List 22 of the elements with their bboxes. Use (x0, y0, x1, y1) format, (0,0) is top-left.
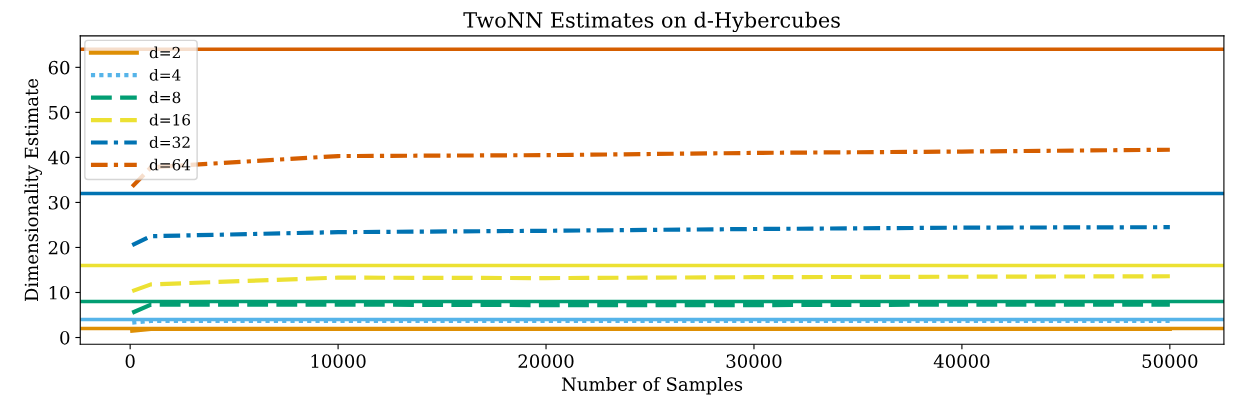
legend-label: d=64 (149, 158, 191, 171)
legend-label: d=2 (149, 46, 180, 59)
legend-label: d=16 (149, 113, 191, 126)
x-tick-label: 20000 (518, 354, 574, 368)
legend-label: d=32 (149, 136, 190, 149)
x-tick-label: 40000 (933, 354, 990, 368)
chart-title: TwoNN Estimates on d-Hybercubes (463, 11, 840, 33)
y-tick-label: 20 (48, 240, 70, 255)
x-tick-label: 50000 (1142, 354, 1198, 368)
y-tick-label: 40 (48, 150, 70, 165)
x-axis-title: Number of Samples (561, 377, 743, 395)
y-tick-label: 50 (49, 105, 70, 120)
y-tick-label: 0 (60, 330, 70, 345)
y-tick-label: 60 (48, 60, 70, 75)
y-tick-label: 30 (48, 195, 70, 210)
x-tick-label: 10000 (311, 354, 366, 368)
legend-label: d=4 (149, 68, 181, 81)
x-tick-label: 0 (125, 354, 135, 368)
y-axis-title: Dimensionality Estimate (24, 78, 42, 302)
y-tick-label: 10 (49, 285, 70, 300)
x-tick-label: 30000 (726, 354, 782, 368)
legend-label: d=8 (149, 91, 181, 104)
